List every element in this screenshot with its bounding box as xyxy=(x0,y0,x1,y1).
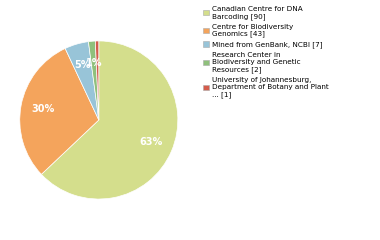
Wedge shape xyxy=(20,48,99,174)
Wedge shape xyxy=(65,42,99,120)
Wedge shape xyxy=(95,41,99,120)
Text: 1%: 1% xyxy=(86,58,102,68)
Wedge shape xyxy=(89,41,99,120)
Legend: Canadian Centre for DNA
Barcoding [90], Centre for Biodiversity
Genomics [43], M: Canadian Centre for DNA Barcoding [90], … xyxy=(201,4,331,100)
Text: 5%: 5% xyxy=(74,60,91,70)
Text: 63%: 63% xyxy=(139,138,163,148)
Wedge shape xyxy=(41,41,178,199)
Text: 30%: 30% xyxy=(31,104,54,114)
